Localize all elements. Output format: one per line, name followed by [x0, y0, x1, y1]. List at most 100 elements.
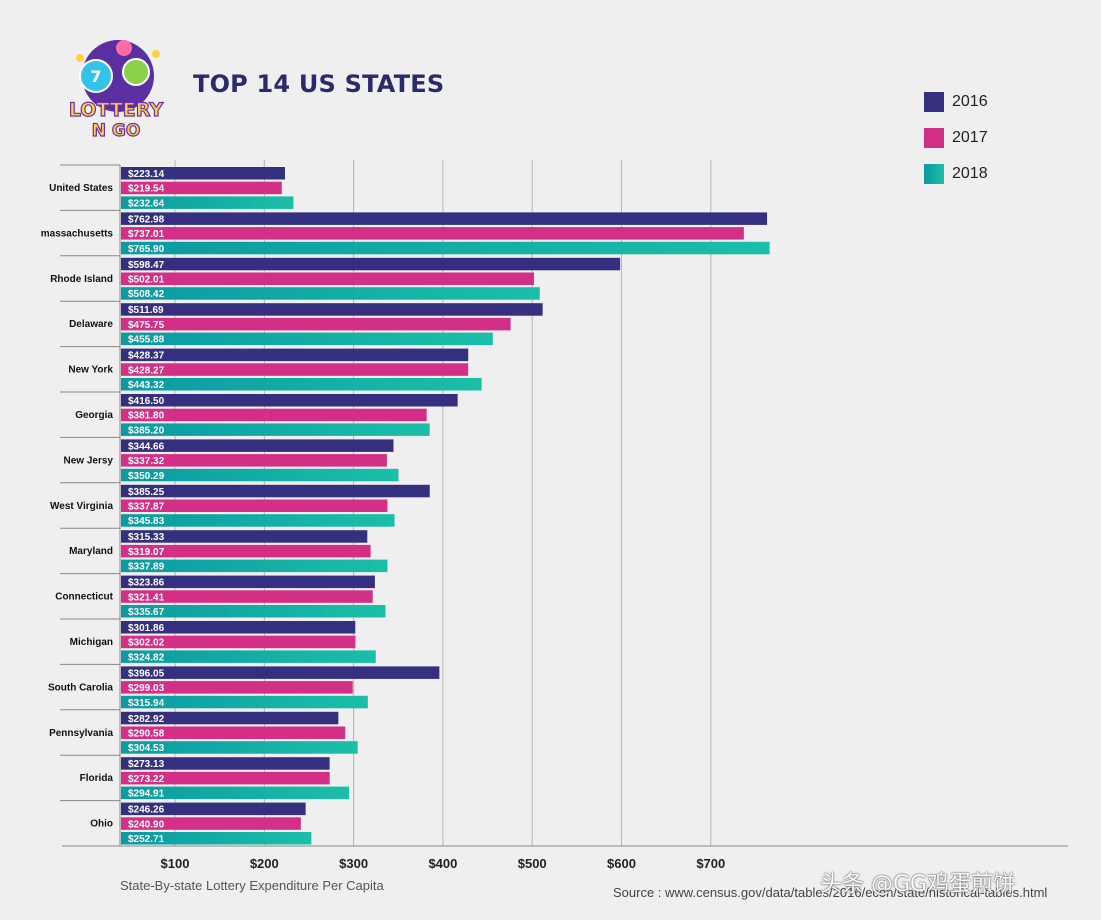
bar-2017-5 — [121, 408, 427, 422]
bar-2017-7 — [121, 499, 388, 512]
category-label: massachusetts — [41, 228, 114, 239]
bar-2016-9 — [121, 575, 375, 589]
bar-2018-2 — [121, 287, 540, 300]
data-label: $324.82 — [128, 652, 165, 663]
bar-2017-14 — [121, 817, 301, 830]
data-label: $762.98 — [128, 214, 165, 225]
bar-2016-1 — [121, 212, 768, 225]
legend-swatch-2016 — [924, 92, 944, 112]
bar-2018-6 — [121, 468, 399, 482]
data-label: $323.86 — [128, 578, 165, 589]
data-label: $508.42 — [128, 289, 165, 300]
data-label: $381.80 — [128, 411, 165, 422]
data-label: $337.89 — [128, 562, 165, 573]
bar-2018-12 — [121, 741, 358, 754]
data-label: $396.05 — [128, 668, 165, 679]
bar-2016-0 — [121, 167, 285, 180]
bar-2018-4 — [121, 378, 482, 391]
data-label: $301.86 — [128, 623, 165, 634]
x-tick-label: $300 — [339, 856, 368, 871]
bar-2016-11 — [121, 666, 440, 679]
bar-2017-13 — [121, 771, 330, 785]
bar-2017-8 — [121, 544, 371, 558]
bar-2016-2 — [121, 257, 621, 271]
legend-swatch-2017 — [924, 128, 944, 148]
data-label: $416.50 — [128, 396, 165, 407]
bar-2016-14 — [121, 802, 306, 816]
data-label: $428.27 — [128, 365, 165, 376]
legend-label-2017: 2017 — [952, 129, 988, 146]
x-tick-label: $400 — [428, 856, 457, 871]
data-label: $246.26 — [128, 805, 165, 816]
bar-2017-2 — [121, 272, 534, 285]
watermark: 头条 @GG鸡蛋煎饼 — [820, 872, 1016, 897]
category-label: Connecticut — [55, 592, 113, 603]
data-label: $337.87 — [128, 502, 165, 513]
data-label: $765.90 — [128, 244, 165, 255]
data-label: $319.07 — [128, 547, 165, 558]
bar-2018-8 — [121, 559, 388, 573]
category-label: Georgia — [75, 410, 113, 421]
category-label: Delaware — [69, 319, 113, 330]
data-label: $315.94 — [128, 698, 165, 709]
chart-subtitle: State-By-state Lottery Expenditure Per C… — [120, 878, 384, 893]
legend-item-2017: 2017 — [924, 128, 988, 148]
category-label: Rhode Island — [50, 274, 113, 285]
bar-2016-3 — [121, 303, 543, 316]
bar-2016-5 — [121, 394, 458, 407]
x-tick-label: $700 — [696, 856, 725, 871]
bar-2017-11 — [121, 681, 353, 694]
bar-2016-10 — [121, 621, 356, 634]
x-tick-label: $600 — [607, 856, 636, 871]
svg-text:7: 7 — [90, 67, 101, 86]
data-label: $273.13 — [128, 759, 165, 770]
bar-2017-1 — [121, 227, 744, 240]
x-tick-label: $200 — [250, 856, 279, 871]
data-label: $290.58 — [128, 729, 165, 740]
category-label: United States — [49, 183, 113, 194]
data-label: $299.03 — [128, 683, 165, 694]
bar-2018-13 — [121, 786, 350, 800]
bar-2016-4 — [121, 348, 469, 362]
x-tick-label: $100 — [161, 856, 190, 871]
data-label: $223.14 — [128, 169, 165, 180]
bar-2018-5 — [121, 423, 430, 436]
data-label: $385.20 — [128, 425, 165, 436]
data-label: $252.71 — [128, 834, 165, 845]
category-label: New Jersy — [64, 455, 114, 466]
data-label: $345.83 — [128, 516, 165, 527]
data-label: $350.29 — [128, 471, 165, 482]
legend-item-2018: 2018 — [924, 164, 988, 184]
data-label: $502.01 — [128, 275, 165, 286]
bar-2017-9 — [121, 590, 373, 603]
bar-2018-11 — [121, 695, 368, 709]
data-label: $475.75 — [128, 320, 165, 331]
category-label: Ohio — [90, 819, 113, 830]
legend-label-2018: 2018 — [952, 165, 988, 182]
data-label: $335.67 — [128, 607, 165, 618]
data-label: $294.91 — [128, 789, 165, 800]
category-label: Maryland — [69, 546, 113, 557]
source-note: Source : www.census.gov/data/tables/2016… — [613, 885, 1048, 900]
data-label: $315.33 — [128, 532, 165, 543]
bar-2018-14 — [121, 832, 312, 845]
page-title: TOP 14 US STATES — [193, 70, 445, 98]
bar-2017-12 — [121, 726, 346, 739]
category-label: Pennsylvania — [49, 728, 113, 739]
data-label: $443.32 — [128, 380, 165, 391]
bar-2018-10 — [121, 650, 376, 663]
bar-2017-6 — [121, 454, 387, 467]
bar-2017-4 — [121, 363, 469, 376]
bar-2018-0 — [121, 196, 294, 209]
bar-2018-7 — [121, 514, 395, 527]
bar-2018-3 — [121, 332, 493, 346]
data-label: $428.37 — [128, 351, 165, 362]
bar-2016-7 — [121, 484, 430, 498]
lottery-n-go-logo: 7 LOTTERY N GO — [68, 40, 164, 142]
category-label: Florida — [80, 773, 114, 784]
data-label: $344.66 — [128, 441, 165, 452]
data-label: $219.54 — [128, 184, 165, 195]
data-label: $321.41 — [128, 592, 165, 603]
bar-2018-9 — [121, 605, 386, 618]
